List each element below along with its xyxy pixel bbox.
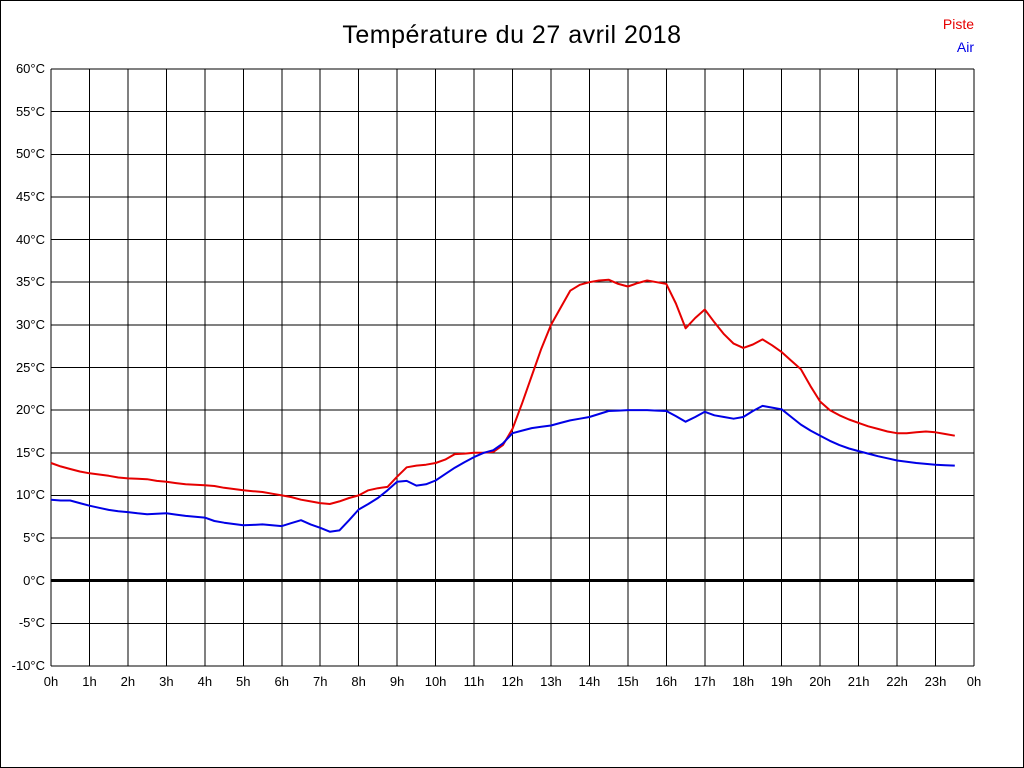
x-tick-label: 7h: [312, 674, 328, 689]
x-tick-label: 19h: [770, 674, 793, 689]
x-tick-label: 21h: [847, 674, 870, 689]
legend-label-air: Air: [956, 39, 974, 55]
x-tick-label: 15h: [617, 674, 639, 689]
y-tick-label: 20°C: [15, 402, 45, 418]
chart-legend: Piste Air: [943, 13, 974, 59]
x-tick-label: 18h: [732, 674, 755, 689]
x-tick-label: 9h: [389, 674, 405, 689]
x-tick-label: 6h: [274, 674, 289, 689]
y-tick-label: 25°C: [15, 359, 45, 375]
x-tick-label: 12h: [501, 674, 524, 689]
series-line-piste: [50, 278, 955, 505]
x-tick-label: 4h: [197, 674, 213, 689]
x-tick-label: 1h: [82, 674, 97, 689]
x-tick-label: 14h: [578, 674, 601, 689]
y-tick-label: 5°C: [23, 530, 45, 546]
x-tick-label: 0h: [966, 674, 982, 689]
x-tick-label: 23h: [924, 674, 947, 689]
y-tick-label: -10°C: [11, 658, 45, 673]
x-tick-label: 20h: [809, 674, 832, 689]
y-tick-label: 60°C: [15, 61, 45, 76]
grid-lines: [50, 68, 975, 667]
x-tick-label: 16h: [655, 674, 678, 689]
y-tick-label: -5°C: [18, 615, 45, 631]
x-tick-label: 11h: [463, 674, 485, 689]
x-tick-label: 3h: [159, 674, 174, 689]
x-tick-label: 17h: [693, 674, 716, 689]
y-tick-label: 0°C: [23, 572, 45, 588]
y-tick-label: 35°C: [15, 274, 45, 290]
y-tick-label: 55°C: [15, 103, 45, 119]
y-tick-label: 10°C: [15, 487, 45, 503]
x-tick-label: 2h: [120, 674, 136, 689]
chart-title: Température du 27 avril 2018: [342, 21, 682, 49]
legend-label-piste: Piste: [942, 16, 974, 32]
y-tick-label: 45°C: [15, 188, 45, 204]
y-tick-label: 15°C: [15, 444, 45, 460]
x-tick-label: 5h: [236, 674, 251, 689]
y-tick-label: 40°C: [15, 231, 45, 247]
x-tick-label: 8h: [351, 674, 366, 689]
y-tick-label: 50°C: [15, 146, 45, 162]
x-tick-label: 22h: [886, 674, 908, 689]
x-tick-label: 0h: [43, 674, 59, 689]
x-tick-label: 13h: [540, 674, 562, 689]
series-lines: [50, 278, 955, 533]
series-line-air: [50, 404, 955, 533]
x-tick-label: 10h: [424, 674, 447, 689]
y-tick-label: 30°C: [15, 316, 45, 332]
